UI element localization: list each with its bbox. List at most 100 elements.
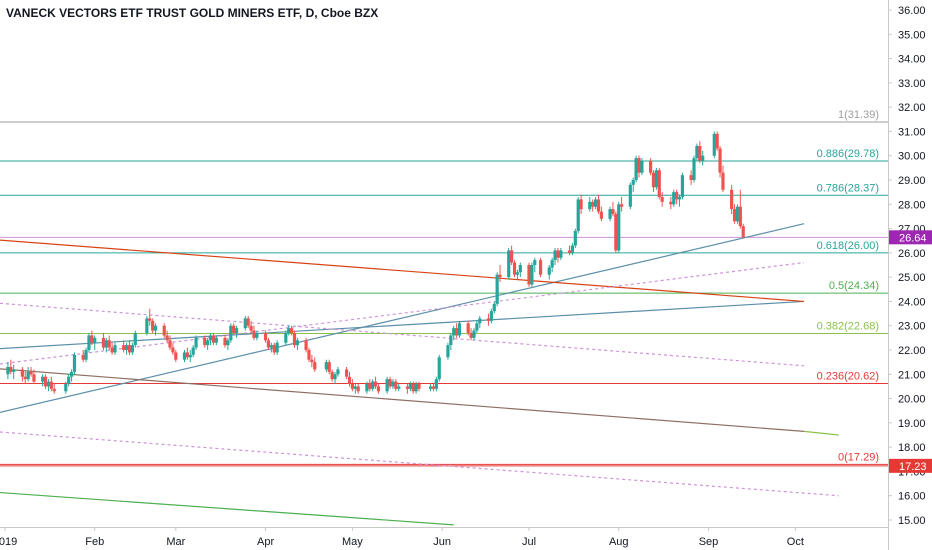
- y-tick-label: 21.00: [898, 369, 926, 381]
- y-tick-label: 31.00: [898, 126, 926, 138]
- y-tick-label: 19.00: [898, 418, 926, 430]
- candle-body: [640, 160, 644, 173]
- candle-body: [255, 333, 259, 338]
- candle-body: [168, 340, 172, 348]
- candle-body: [414, 384, 418, 392]
- candle-body: [252, 330, 256, 338]
- candle-body: [235, 328, 239, 333]
- candle-body: [692, 158, 696, 180]
- candle-body: [266, 340, 271, 348]
- candle-body: [394, 381, 398, 389]
- y-tick-label: 18.00: [898, 442, 926, 454]
- candle-body: [637, 158, 641, 173]
- candle-body: [49, 381, 53, 389]
- trend-line: [803, 430, 839, 436]
- candle-body: [246, 318, 250, 326]
- price-badge-label: 17.23: [899, 461, 927, 473]
- candle-body: [345, 369, 349, 377]
- candle-body: [617, 204, 621, 251]
- candle-body: [104, 340, 108, 348]
- candle-body: [689, 175, 693, 180]
- price-badge: [889, 458, 932, 473]
- x-tick-label: Jul: [522, 536, 536, 548]
- candle-body: [67, 376, 71, 384]
- y-tick-label: 23.00: [898, 321, 926, 333]
- fib-level-label: 0.5(24.34): [829, 280, 879, 292]
- x-tick-label: Jun: [433, 536, 451, 548]
- candle-body: [385, 379, 389, 392]
- candle-body: [153, 325, 158, 331]
- candle-body: [287, 328, 291, 333]
- fib-level-label: 0.886(29.78): [817, 148, 879, 160]
- candle-body: [185, 352, 189, 358]
- candle-body: [437, 357, 441, 380]
- trend-line: [0, 223, 805, 413]
- candle-body: [530, 265, 534, 285]
- candle-body: [69, 371, 74, 377]
- candle-body: [507, 250, 511, 278]
- x-tick-label: Mar: [166, 536, 185, 548]
- x-tick-label: Apr: [257, 536, 274, 548]
- candle-body: [472, 330, 476, 338]
- y-tick-label: 29.00: [898, 175, 926, 187]
- y-tick-label: 36.00: [898, 5, 926, 17]
- x-tick-label: Sep: [699, 536, 719, 548]
- candle-body: [194, 337, 198, 348]
- candle-body: [356, 386, 360, 392]
- candle-body: [631, 180, 635, 185]
- candle-body: [295, 340, 299, 346]
- candle-body: [191, 347, 195, 355]
- candle-body: [223, 337, 227, 346]
- candle-body: [122, 345, 126, 350]
- candle-body: [648, 160, 653, 173]
- candle-body: [52, 388, 56, 392]
- candle-body: [214, 337, 218, 343]
- candle-body: [313, 362, 317, 370]
- candle-body: [698, 146, 702, 161]
- candle-body: [657, 170, 661, 197]
- candle-body: [741, 226, 745, 238]
- candle-body: [64, 384, 68, 392]
- candle-body: [654, 170, 658, 188]
- candle-body: [26, 371, 30, 380]
- x-tick-label: Oct: [787, 536, 804, 548]
- candle-body: [567, 250, 572, 253]
- candle-body: [272, 345, 276, 353]
- y-tick-label: 25.00: [898, 272, 926, 284]
- candle-body: [553, 250, 557, 261]
- candle-body: [611, 209, 615, 214]
- candle-body: [489, 311, 493, 321]
- candle-body: [732, 209, 737, 222]
- fib-level-label: 0(17.29): [838, 451, 879, 463]
- candle-body: [486, 318, 491, 321]
- candle-body: [588, 201, 592, 210]
- trend-line: [0, 368, 805, 432]
- candle-body: [171, 347, 175, 353]
- candle-body: [405, 386, 410, 389]
- candle-body: [510, 250, 514, 263]
- candle-body: [226, 340, 230, 346]
- candle-body: [498, 274, 502, 278]
- candle-body: [475, 323, 479, 331]
- candle-body: [72, 354, 77, 372]
- candle-body: [371, 381, 375, 389]
- candle-body: [9, 367, 13, 372]
- candle-body: [628, 184, 632, 207]
- candle-body: [411, 384, 415, 392]
- candle-body: [46, 381, 51, 387]
- price-badge: [889, 230, 932, 245]
- chart-title: VANECK VECTORS ETF TRUST GOLD MINERS ETF…: [6, 6, 379, 20]
- candle-body: [596, 199, 601, 212]
- candle-body: [292, 333, 297, 346]
- candle-body: [310, 359, 314, 363]
- candle-body: [675, 192, 679, 200]
- candle-body: [397, 386, 401, 389]
- candle-body: [556, 250, 560, 258]
- candle-body: [324, 362, 328, 370]
- candle-body: [229, 325, 233, 341]
- candle-body: [32, 374, 36, 382]
- candle-body: [651, 172, 656, 188]
- candle-body: [275, 342, 279, 353]
- candle-body: [712, 133, 716, 156]
